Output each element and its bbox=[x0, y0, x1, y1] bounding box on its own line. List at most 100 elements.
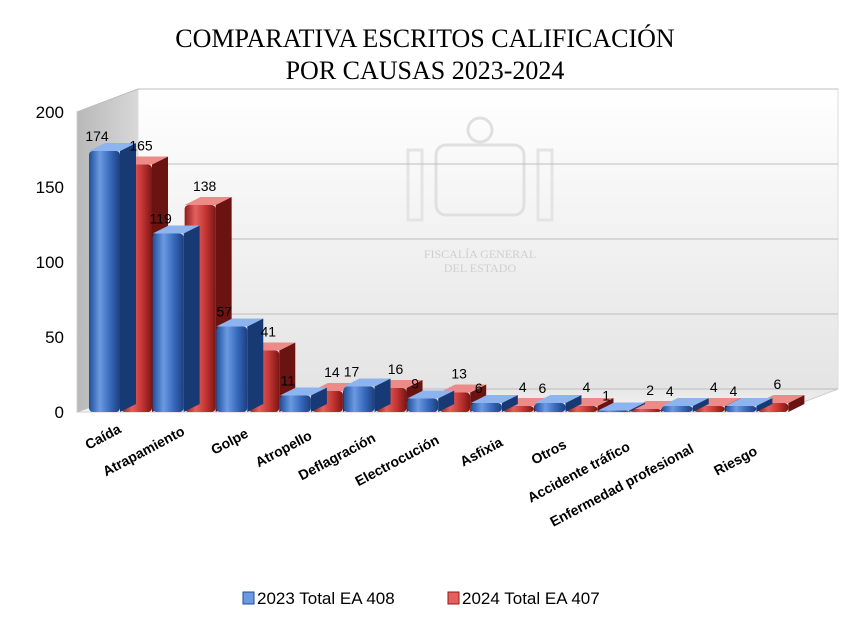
watermark-text-line: DEL ESTADO bbox=[444, 261, 517, 275]
bar-front bbox=[89, 151, 120, 412]
y-tick-label: 100 bbox=[36, 253, 64, 272]
bar-side bbox=[438, 390, 455, 412]
data-label-2024: 4 bbox=[519, 379, 527, 395]
data-label-2023: 4 bbox=[666, 383, 674, 399]
x-tick-label: Golpe bbox=[208, 425, 251, 458]
bar-side bbox=[565, 395, 582, 412]
bar-front bbox=[279, 395, 311, 412]
bar bbox=[407, 390, 455, 412]
legend-item: 2024 Total EA 407 bbox=[447, 589, 600, 608]
bar-front bbox=[343, 386, 375, 412]
legend-label: 2024 Total EA 407 bbox=[462, 589, 600, 608]
bar bbox=[89, 143, 136, 412]
bar-front bbox=[152, 233, 184, 412]
bar bbox=[470, 395, 518, 412]
y-tick-label: 200 bbox=[36, 103, 64, 122]
bar-side bbox=[597, 398, 614, 412]
data-label-2023: 1 bbox=[602, 388, 610, 404]
bar-top bbox=[279, 387, 327, 396]
bar-top bbox=[598, 402, 646, 411]
bar-top bbox=[343, 378, 391, 387]
x-tick-label: Caída bbox=[82, 420, 123, 452]
bar-top bbox=[184, 197, 232, 205]
y-tick-label: 0 bbox=[55, 403, 64, 422]
bar-side bbox=[692, 398, 709, 412]
bar-front bbox=[598, 410, 630, 412]
watermark-text-line: FISCALÍA GENERAL bbox=[424, 247, 536, 261]
bar-top bbox=[216, 318, 264, 327]
bar-group bbox=[216, 318, 296, 412]
bar-top bbox=[630, 401, 678, 409]
bar-top bbox=[89, 143, 136, 151]
data-label-2024: 16 bbox=[388, 361, 404, 377]
legend: 2023 Total EA 408 2024 Total EA 407 bbox=[242, 589, 600, 608]
bar-side bbox=[310, 387, 327, 412]
chart-title-line-2: POR CAUSAS 2023-2024 bbox=[286, 56, 565, 85]
legend-swatch bbox=[242, 591, 255, 605]
bar-group bbox=[534, 395, 614, 412]
bar bbox=[279, 387, 327, 412]
bar-top bbox=[534, 395, 582, 403]
bar-side bbox=[374, 378, 391, 412]
bar bbox=[661, 398, 709, 412]
bar-top bbox=[661, 398, 709, 406]
x-tick-label: Asfixia bbox=[457, 434, 505, 470]
bar-side bbox=[183, 225, 200, 412]
data-label-2024: 2 bbox=[646, 382, 654, 398]
y-axis: 0 50 100 150 200 bbox=[36, 103, 64, 422]
seal-pillar-right bbox=[536, 148, 554, 222]
data-label-2024: 165 bbox=[129, 138, 153, 154]
bar-side bbox=[756, 398, 773, 412]
y-tick-label: 50 bbox=[45, 328, 64, 347]
bar-front bbox=[630, 409, 662, 412]
bar bbox=[598, 402, 646, 412]
gridline bbox=[76, 88, 838, 113]
data-label-2023: 57 bbox=[216, 304, 232, 320]
bar-front bbox=[661, 406, 693, 412]
bar-side bbox=[247, 318, 264, 412]
bar-top bbox=[407, 390, 455, 399]
bar-side bbox=[120, 143, 136, 412]
bar bbox=[216, 318, 264, 412]
seal-shield-shape bbox=[434, 143, 526, 217]
bar-side bbox=[788, 395, 805, 412]
data-label-2023: 9 bbox=[411, 376, 419, 392]
legend-swatch bbox=[447, 591, 460, 605]
bar-top bbox=[152, 225, 200, 234]
bar-side bbox=[629, 402, 646, 412]
bar-group bbox=[725, 395, 805, 412]
bar bbox=[152, 225, 200, 412]
x-tick-label: Riesgo bbox=[711, 443, 760, 479]
bars bbox=[89, 143, 805, 412]
chart-title-line-1: COMPARATIVA ESCRITOS CALIFICACIÓN bbox=[175, 24, 675, 53]
legend-label: 2023 Total EA 408 bbox=[257, 589, 395, 608]
bar bbox=[343, 378, 391, 412]
seal-crown-shape bbox=[466, 116, 494, 144]
bar-front bbox=[216, 326, 248, 412]
bar-top bbox=[725, 398, 773, 406]
bar-front bbox=[470, 403, 502, 412]
bar-group bbox=[343, 378, 423, 412]
y-tick-label: 150 bbox=[36, 178, 64, 197]
data-label-2024: 4 bbox=[583, 379, 591, 395]
data-label-2024: 4 bbox=[710, 379, 718, 395]
data-label-2023: 119 bbox=[149, 211, 172, 227]
data-label-2024: 6 bbox=[773, 376, 781, 392]
x-tick-label: Otros bbox=[528, 436, 569, 468]
seal-pillar-left bbox=[406, 148, 424, 222]
chart-title: COMPARATIVA ESCRITOS CALIFICACIÓN POR CA… bbox=[175, 24, 675, 85]
data-label-2023: 174 bbox=[85, 128, 109, 144]
bar bbox=[725, 398, 773, 412]
bar bbox=[534, 395, 582, 412]
bar-top bbox=[470, 395, 518, 403]
data-label-2024: 138 bbox=[193, 178, 217, 194]
data-label-2023: 17 bbox=[344, 364, 360, 380]
data-label-2023: 4 bbox=[729, 383, 737, 399]
bar-front bbox=[407, 398, 439, 412]
data-label-2023: 6 bbox=[539, 380, 547, 396]
data-label-2024: 14 bbox=[324, 364, 340, 380]
